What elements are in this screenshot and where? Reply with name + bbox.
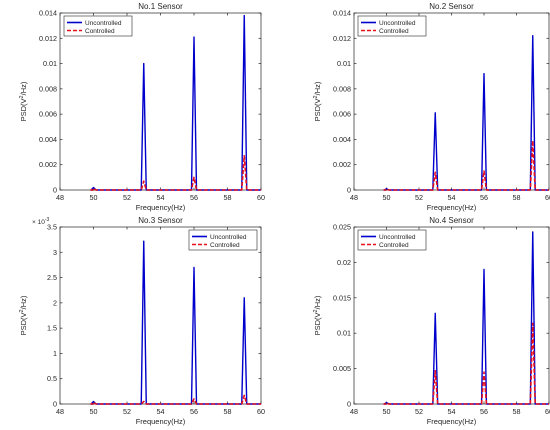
y-tick-label: 0.5	[47, 374, 57, 383]
x-tick-label: 52	[123, 407, 131, 416]
x-tick-label: 56	[190, 407, 198, 416]
x-tick-label: 54	[157, 193, 165, 202]
x-tick-label: 50	[383, 193, 391, 202]
y-tick-label: 0.008	[333, 84, 351, 93]
legend-label: Uncontrolled	[210, 234, 247, 241]
chart-title: No.1 Sensor	[138, 2, 183, 11]
legend-label: Controlled	[85, 28, 115, 35]
y-tick-label: 3	[53, 248, 57, 257]
x-tick-label: 54	[448, 407, 456, 416]
plot-area-frame	[59, 12, 262, 191]
y-tick-label: 0.01	[43, 59, 57, 68]
x-axis-label: Frequency(Hz)	[136, 203, 186, 212]
y-tick-label: 0	[53, 400, 57, 409]
x-tick-label: 58	[224, 193, 232, 202]
x-tick-label: 52	[415, 193, 423, 202]
x-tick-label: 48	[350, 193, 358, 202]
plot-area-frame	[353, 226, 550, 405]
legend-label: Controlled	[379, 28, 409, 35]
chart-title: No.2 Sensor	[429, 2, 474, 11]
x-tick-label: 56	[480, 193, 488, 202]
y-tick-label: 0.002	[39, 160, 57, 169]
x-axis-label: Frequency(Hz)	[427, 417, 477, 426]
y-tick-label: 0.01	[337, 59, 351, 68]
y-tick-label: 0	[53, 186, 57, 195]
legend-label: Controlled	[379, 242, 409, 249]
series-line-controlled	[90, 155, 261, 191]
x-tick-label: 60	[257, 407, 265, 416]
x-tick-label: 54	[157, 407, 165, 416]
y-tick-label: 0.015	[333, 293, 351, 302]
x-tick-label: 56	[480, 407, 488, 416]
y-tick-label: 0.008	[39, 84, 57, 93]
y-tick-label: 0.006	[333, 110, 351, 119]
series-line-controlled	[90, 394, 261, 405]
y-tick-label: 0.02	[337, 258, 351, 267]
y-tick-label: 2.5	[47, 273, 57, 282]
subplot-2: 48 50 52 54 56 58 60 0 0.002 0.004 0.006 0.008 0.01 0…	[313, 2, 550, 212]
legend-label: Uncontrolled	[379, 20, 416, 27]
y-tick-label: 2	[53, 298, 57, 307]
y-tick-label: 0.014	[39, 9, 57, 18]
x-tick-label: 56	[190, 193, 198, 202]
subplot-1: 48 50 52 54 56 58 60 0 0.002 0.004 0.006 0.008 0.01 0…	[19, 2, 265, 212]
x-tick-label: 50	[90, 193, 98, 202]
y-tick-label: 0.025	[333, 223, 351, 232]
y-tick-label: 3.5	[47, 223, 57, 232]
y-axis-label: PSD(V2/Hz)	[313, 81, 322, 121]
y-tick-label: 0.014	[333, 9, 351, 18]
x-tick-label: 50	[383, 407, 391, 416]
y-tick-label: 0.012	[333, 34, 351, 43]
x-tick-label: 58	[224, 407, 232, 416]
x-axis-label: Frequency(Hz)	[136, 417, 186, 426]
x-tick-label: 48	[56, 193, 64, 202]
x-tick-label: 52	[415, 407, 423, 416]
y-tick-label: 0.004	[333, 135, 351, 144]
y-tick-label: 1	[53, 349, 57, 358]
y-exponent-label: × 10-3	[32, 217, 50, 226]
x-tick-label: 50	[90, 407, 98, 416]
y-tick-label: 0.01	[337, 329, 351, 338]
x-tick-label: 54	[448, 193, 456, 202]
x-tick-label: 48	[350, 407, 358, 416]
legend-label: Controlled	[210, 242, 240, 249]
y-tick-label: 0	[347, 400, 351, 409]
subplot-3: 48 50 52 54 56 58 60 0 0.5 1 1.5 2 2.5 3 3.5× 10-3 No.3…	[19, 216, 265, 426]
y-tick-label: 0.012	[39, 34, 57, 43]
y-tick-label: 1.5	[47, 324, 57, 333]
series-line-controlled	[383, 322, 549, 405]
series-line-uncontrolled	[90, 240, 261, 405]
x-tick-label: 52	[123, 193, 131, 202]
x-tick-label: 60	[545, 407, 550, 416]
x-axis-label: Frequency(Hz)	[427, 203, 477, 212]
y-axis-label: PSD(V2/Hz)	[19, 295, 28, 335]
series-line-controlled	[383, 139, 549, 191]
x-tick-label: 58	[513, 407, 521, 416]
y-tick-label: 0	[347, 186, 351, 195]
chart-title: No.4 Sensor	[429, 216, 474, 225]
y-tick-label: 0.004	[39, 135, 57, 144]
plot-area-frame	[353, 12, 550, 191]
x-tick-label: 48	[56, 407, 64, 416]
legend-label: Uncontrolled	[379, 234, 416, 241]
y-tick-label: 0.006	[39, 110, 57, 119]
y-tick-label: 0.005	[333, 364, 351, 373]
y-tick-label: 0.002	[333, 160, 351, 169]
chart-title: No.3 Sensor	[138, 216, 183, 225]
x-tick-label: 60	[257, 193, 265, 202]
plot-area-frame	[59, 226, 262, 405]
x-tick-label: 58	[513, 193, 521, 202]
legend-label: Uncontrolled	[85, 20, 122, 27]
subplot-4: 48 50 52 54 56 58 60 0 0.005 0.01 0.015 0.02 0.025 No…	[313, 216, 550, 426]
y-axis-label: PSD(V2/Hz)	[313, 295, 322, 335]
x-tick-label: 60	[545, 193, 550, 202]
series-line-uncontrolled	[90, 14, 261, 191]
y-axis-label: PSD(V2/Hz)	[19, 81, 28, 121]
